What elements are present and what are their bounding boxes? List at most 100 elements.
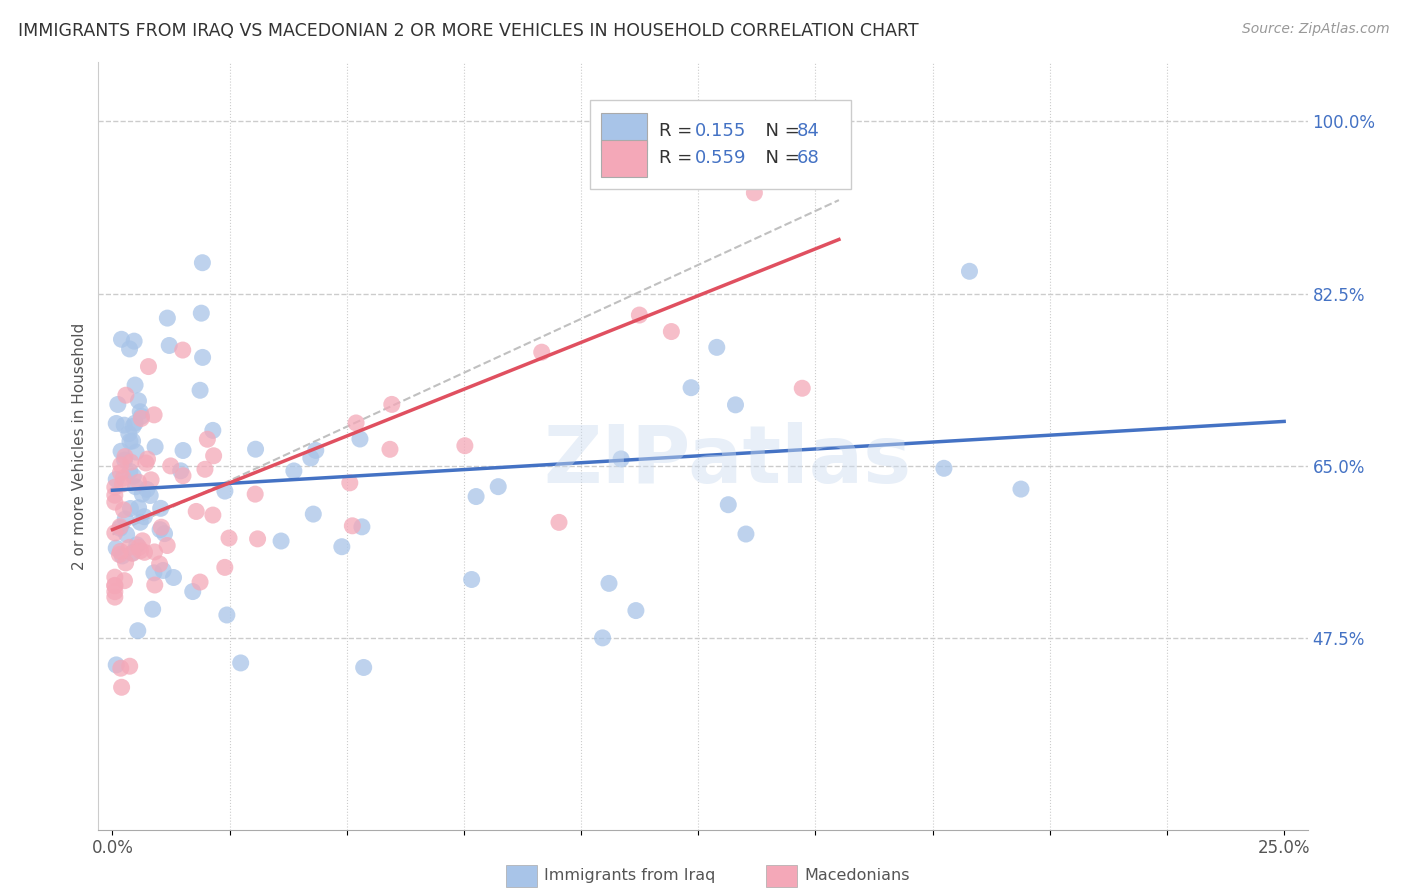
Point (105, 541, 128, 556)
Point (131, 411, 153, 425)
Point (188, 575, 211, 590)
Point (170, 464, 193, 478)
Text: 0.155: 0.155 (696, 122, 747, 140)
Point (118, 659, 141, 673)
Text: Immigrants from Iraq: Immigrants from Iraq (544, 869, 716, 883)
Point (104, 590, 127, 604)
Point (139, 488, 162, 502)
Point (104, 495, 127, 509)
Point (124, 416, 146, 430)
Point (214, 560, 236, 574)
Point (152, 564, 174, 578)
Point (610, 452, 633, 467)
Point (530, 345, 553, 359)
Point (118, 434, 141, 449)
Point (661, 325, 683, 339)
Point (792, 381, 814, 395)
Point (104, 525, 127, 540)
Point (104, 570, 127, 584)
Point (110, 444, 132, 458)
Point (190, 306, 212, 320)
Point (486, 480, 509, 494)
Point (128, 475, 150, 490)
Point (112, 503, 135, 517)
Point (135, 483, 157, 497)
Point (122, 419, 145, 434)
Point (344, 416, 367, 430)
Point (105, 472, 128, 486)
Text: R =: R = (658, 149, 697, 167)
Point (215, 607, 238, 622)
Text: 84: 84 (796, 122, 820, 140)
Point (724, 398, 747, 412)
Point (191, 351, 214, 365)
Text: Macedonians: Macedonians (804, 869, 910, 883)
Point (598, 576, 620, 591)
Point (460, 573, 482, 587)
Point (201, 508, 224, 522)
Point (350, 520, 373, 534)
Text: R =: R = (658, 122, 697, 140)
Point (134, 509, 156, 524)
Point (339, 475, 361, 490)
Point (108, 521, 131, 535)
Point (302, 507, 325, 521)
Point (110, 466, 132, 480)
Point (110, 544, 132, 558)
Point (120, 455, 142, 469)
Point (111, 477, 134, 491)
Point (105, 417, 128, 431)
Point (330, 540, 353, 554)
Point (118, 426, 141, 441)
Point (283, 464, 305, 478)
Point (1010, 482, 1032, 496)
Point (245, 442, 267, 457)
Point (128, 541, 150, 555)
Point (218, 531, 240, 545)
Point (172, 443, 194, 458)
Point (149, 557, 172, 571)
Point (156, 311, 179, 326)
Point (115, 527, 138, 541)
Point (122, 469, 145, 483)
Point (110, 332, 132, 346)
Point (128, 500, 150, 515)
Point (378, 442, 401, 457)
Point (681, 381, 703, 395)
Point (124, 378, 146, 392)
Point (104, 488, 127, 502)
Point (195, 432, 218, 446)
Point (153, 526, 176, 541)
Point (114, 512, 136, 526)
Point (172, 468, 194, 483)
Point (120, 501, 142, 516)
Point (129, 516, 152, 530)
Point (172, 343, 194, 357)
Point (129, 543, 152, 558)
Text: 0.559: 0.559 (696, 149, 747, 167)
Point (188, 384, 211, 398)
Point (548, 516, 571, 530)
Point (246, 532, 269, 546)
Point (465, 490, 488, 504)
Point (105, 657, 128, 672)
Point (202, 449, 225, 463)
Point (353, 660, 375, 674)
Point (717, 498, 740, 512)
Point (592, 631, 614, 645)
Text: IMMIGRANTS FROM IRAQ VS MACEDONIAN 2 OR MORE VEHICLES IN HOUSEHOLD CORRELATION C: IMMIGRANTS FROM IRAQ VS MACEDONIAN 2 OR … (18, 22, 920, 40)
Point (108, 548, 131, 562)
Point (191, 256, 214, 270)
Point (110, 458, 132, 472)
Point (142, 566, 165, 580)
Point (138, 359, 160, 374)
Point (201, 424, 224, 438)
Point (114, 453, 136, 467)
Point (305, 443, 328, 458)
Point (134, 545, 156, 559)
Point (131, 487, 153, 501)
Point (129, 405, 152, 419)
Point (114, 450, 136, 464)
Point (118, 541, 141, 555)
Point (159, 458, 181, 473)
